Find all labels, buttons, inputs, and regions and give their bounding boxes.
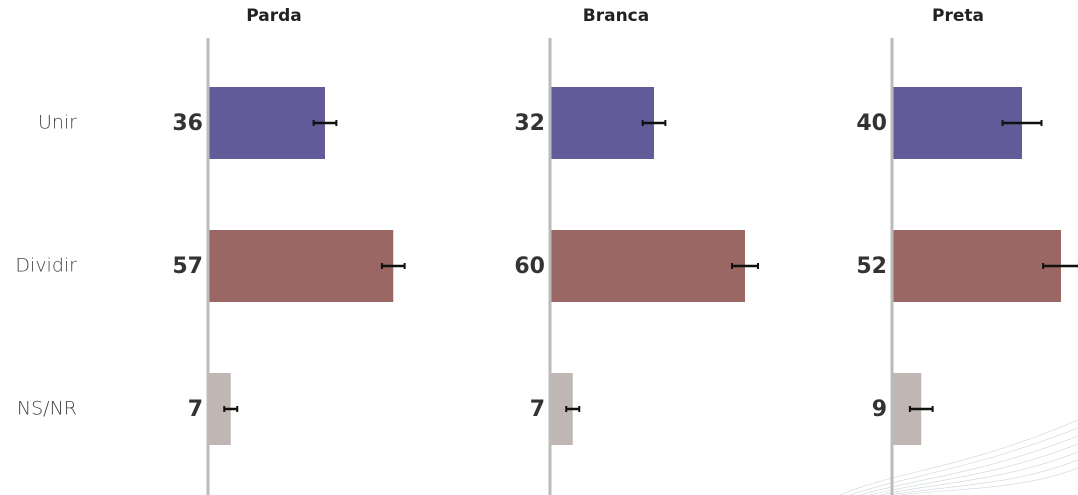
bar <box>893 87 1022 159</box>
bar <box>209 87 325 159</box>
panel-title: Preta <box>932 6 984 26</box>
value-label: 7 <box>188 397 203 422</box>
bar <box>551 373 573 445</box>
value-label: 40 <box>856 111 887 136</box>
panel-title: Parda <box>246 6 302 26</box>
bar <box>893 230 1061 302</box>
category-label: Unir <box>38 112 77 134</box>
value-label: 32 <box>514 111 545 136</box>
category-label: Dividir <box>15 255 77 277</box>
panel-title: Branca <box>583 6 649 26</box>
bar <box>551 230 745 302</box>
value-label: 7 <box>530 397 545 422</box>
value-label: 57 <box>172 254 203 279</box>
value-label: 52 <box>856 254 887 279</box>
bar <box>209 230 394 302</box>
value-label: 9 <box>872 397 887 422</box>
value-label: 60 <box>514 254 545 279</box>
bar <box>551 87 654 159</box>
category-label: NS/NR <box>17 398 77 420</box>
decoration <box>839 419 1078 495</box>
value-label: 36 <box>172 111 203 136</box>
bar <box>209 373 231 445</box>
